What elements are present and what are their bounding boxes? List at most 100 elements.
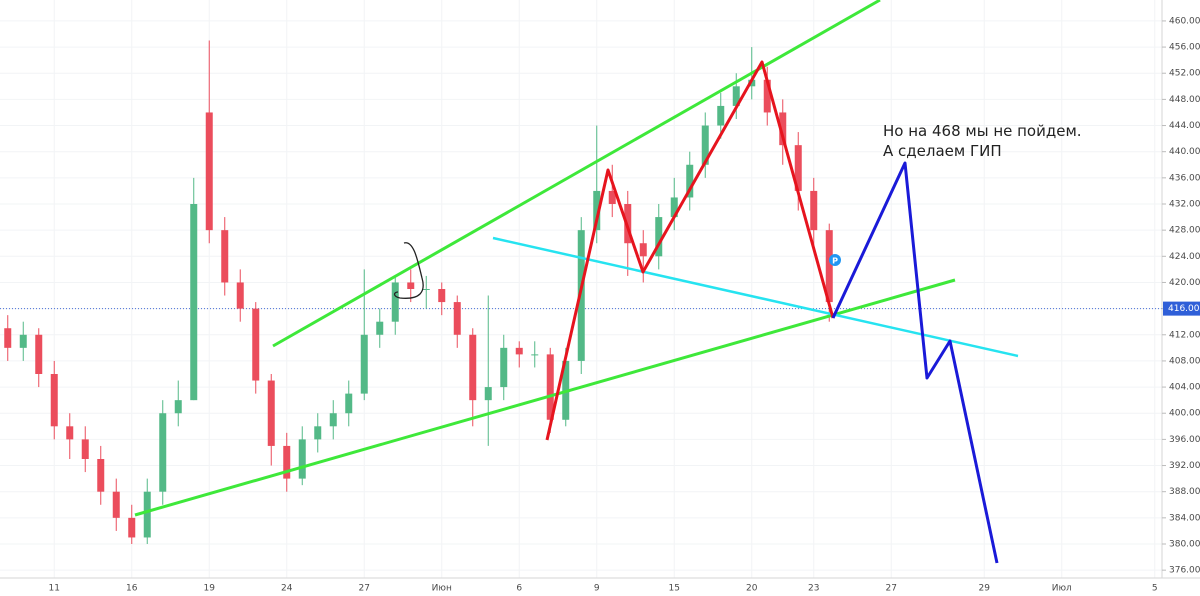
candle-body <box>174 400 182 414</box>
candle-body <box>81 439 89 459</box>
candle-body <box>500 347 508 388</box>
candle-body <box>608 190 616 204</box>
last-price-label: 416.00 <box>1168 304 1200 314</box>
y-tick-label: 444.00 <box>1169 121 1200 131</box>
x-tick-label: 24 <box>281 584 293 594</box>
y-tick-label: 404.00 <box>1169 383 1200 393</box>
candle-body <box>252 308 260 381</box>
candle-body <box>50 374 58 427</box>
x-tick-label: Июл <box>1052 584 1072 594</box>
candle-body <box>236 282 244 309</box>
candle-body <box>345 393 353 414</box>
candle-body <box>794 145 802 191</box>
y-tick-label: 412.00 <box>1169 330 1200 340</box>
x-tick-label: 11 <box>49 584 60 594</box>
x-tick-label: 15 <box>669 584 680 594</box>
y-tick-label: 452.00 <box>1169 69 1200 79</box>
candle-body <box>143 491 151 538</box>
candle-body <box>159 413 167 492</box>
candle-body <box>825 230 833 303</box>
candle-body <box>360 334 368 394</box>
y-tick-label: 396.00 <box>1169 435 1200 445</box>
candle-body <box>593 190 601 231</box>
candle-body <box>670 197 678 218</box>
y-tick-label: 432.00 <box>1169 200 1200 210</box>
x-tick-label: 16 <box>126 584 138 594</box>
candle-body <box>190 204 198 401</box>
candle-body <box>35 334 43 374</box>
candle-body <box>314 426 322 440</box>
y-tick-label: 448.00 <box>1169 95 1200 105</box>
annotation: А сделаем ГИП <box>883 142 1002 160</box>
candle-body <box>732 86 740 106</box>
candle-body <box>19 334 27 348</box>
projection <box>831 161 999 564</box>
x-tick-label: 23 <box>808 584 819 594</box>
y-tick-label: 380.00 <box>1169 540 1200 550</box>
x-tick-label: 6 <box>516 584 522 594</box>
candle-body <box>655 217 663 257</box>
y-tick-label: 388.00 <box>1169 487 1200 497</box>
candle-body <box>701 125 709 165</box>
candle-body <box>438 289 446 303</box>
candle-body <box>686 164 694 198</box>
candle-body <box>376 321 384 335</box>
candle-body <box>515 347 523 355</box>
x-tick-label: 27 <box>886 584 897 594</box>
x-tick-label: Июн <box>432 584 452 594</box>
y-tick-label: 408.00 <box>1169 356 1200 366</box>
x-tick-label: 27 <box>359 584 370 594</box>
candle-body <box>205 112 213 231</box>
y-tick-label: 424.00 <box>1169 252 1200 262</box>
candle-body <box>128 517 136 538</box>
x-tick-label: 19 <box>204 584 216 594</box>
y-tick-label: 376.00 <box>1169 566 1200 576</box>
candle-body <box>779 112 787 146</box>
y-tick-label: 420.00 <box>1169 278 1200 288</box>
candle-body <box>639 243 647 257</box>
candle-body <box>531 354 539 356</box>
candle-body <box>112 491 120 518</box>
candle-body <box>97 459 105 492</box>
candle-body <box>469 334 477 401</box>
candles <box>4 40 833 544</box>
scribble <box>393 242 424 299</box>
x-tick-label: 20 <box>746 584 758 594</box>
zigzag <box>545 60 835 441</box>
y-tick-label: 400.00 <box>1169 409 1200 419</box>
trend-line <box>134 278 956 517</box>
y-tick-label: 436.00 <box>1169 173 1200 183</box>
x-tick-label: 29 <box>979 584 991 594</box>
candle-body <box>484 387 492 401</box>
event-marker-label: P <box>832 257 838 266</box>
candle-body <box>577 230 585 361</box>
candle-body <box>717 105 725 126</box>
candle-body <box>453 302 461 335</box>
candle-body <box>329 413 337 427</box>
x-tick-label: 9 <box>594 584 600 594</box>
candle-body <box>267 380 275 446</box>
y-tick-label: 456.00 <box>1169 43 1200 53</box>
candle-body <box>407 282 415 289</box>
candle-body <box>298 439 306 479</box>
candle-body <box>763 79 771 113</box>
candle-body <box>546 354 554 420</box>
y-tick-label: 440.00 <box>1169 147 1200 157</box>
last-price-box <box>1163 301 1200 316</box>
y-tick-label: 460.00 <box>1169 16 1200 26</box>
candle-body <box>221 230 229 283</box>
annotation: Но на 468 мы не пойдем. <box>883 122 1082 140</box>
axis-labels: 376.00 380.00 384.00 388.00 392.00 396.00 400.… <box>49 16 1200 594</box>
x-tick-label: 5 <box>1152 584 1158 594</box>
candle-body <box>4 328 12 348</box>
y-tick-label: 392.00 <box>1169 461 1200 471</box>
candle-body <box>66 426 74 440</box>
candle-body <box>422 289 430 290</box>
drawings <box>134 0 1019 564</box>
y-tick-label: 384.00 <box>1169 513 1200 523</box>
candle-body <box>810 190 818 231</box>
candle-body <box>391 282 399 322</box>
y-tick-label: 428.00 <box>1169 226 1200 236</box>
